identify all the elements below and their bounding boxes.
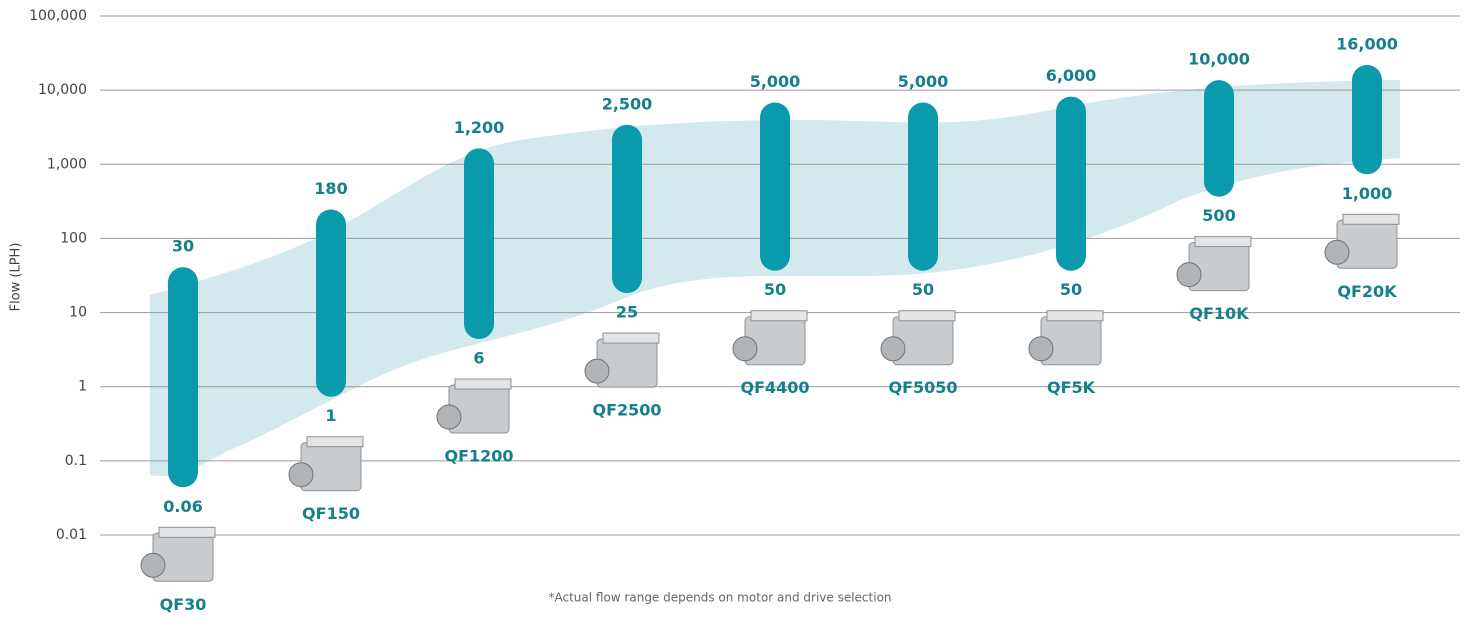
product-image-head [732, 336, 758, 362]
range-bar [908, 102, 938, 271]
low-label: 500 [1202, 206, 1235, 225]
product-image-head [1028, 336, 1054, 362]
product-image-top [454, 378, 512, 390]
product-image-head [1176, 262, 1202, 288]
range-envelope [150, 80, 1400, 476]
product-image-head [1324, 239, 1350, 265]
low-label: 50 [1060, 280, 1082, 299]
y-tick-label: 10,000 [38, 82, 87, 98]
low-label: 6 [473, 349, 484, 368]
category-label: QF30 [160, 595, 207, 614]
low-label: 0.06 [163, 497, 202, 516]
y-tick-label: 10 [69, 305, 87, 321]
product-image-top [306, 436, 364, 448]
y-tick-label: 0.1 [65, 453, 87, 469]
product-image-head [140, 552, 166, 578]
low-label: 50 [912, 280, 934, 299]
high-label: 2,500 [602, 94, 653, 113]
category-label: QF150 [302, 504, 360, 523]
range-bar [464, 148, 494, 340]
range-bar [316, 209, 346, 397]
category-label: QF10K [1189, 304, 1249, 323]
category-label: QF20K [1337, 282, 1397, 301]
low-label: 1 [325, 406, 336, 425]
range-bar [1352, 65, 1382, 175]
y-tick-label: 1 [78, 379, 87, 395]
high-label: 6,000 [1046, 66, 1097, 85]
product-image-top [898, 310, 956, 322]
range-bar [1204, 80, 1234, 197]
category-label: QF1200 [444, 447, 513, 466]
high-label: 1,200 [454, 118, 505, 137]
product-image-top [158, 526, 216, 538]
y-tick-label: 1,000 [47, 156, 87, 172]
product-image-top [1194, 236, 1252, 248]
product-image-head [880, 336, 906, 362]
category-label: QF5050 [888, 378, 957, 397]
y-tick-label: 100 [60, 230, 87, 246]
category-label: QF5K [1047, 378, 1096, 397]
product-image-top [750, 310, 808, 322]
y-axis-title: Flow (LPH) [9, 243, 24, 312]
low-label: 1,000 [1342, 184, 1393, 203]
product-image-head [436, 404, 462, 430]
footnote: *Actual flow range depends on motor and … [548, 591, 891, 605]
range-bar [1056, 96, 1086, 271]
range-bar [612, 124, 642, 294]
product-image-top [1046, 310, 1104, 322]
product-image-top [602, 332, 660, 344]
low-label: 25 [616, 303, 638, 322]
category-label: QF4400 [740, 378, 809, 397]
range-bar [760, 102, 790, 271]
product-image-head [288, 462, 314, 488]
category-label: QF2500 [592, 401, 661, 420]
product-image-top [1342, 213, 1400, 225]
high-label: 30 [172, 237, 194, 256]
y-tick-label: 100,000 [29, 8, 87, 24]
y-tick-label: 0.01 [56, 527, 87, 543]
high-label: 10,000 [1188, 50, 1250, 69]
high-label: 16,000 [1336, 35, 1398, 54]
high-label: 5,000 [750, 72, 801, 91]
product-image-head [584, 358, 610, 384]
high-label: 180 [314, 179, 347, 198]
range-bar [168, 267, 198, 488]
high-label: 5,000 [898, 72, 949, 91]
low-label: 50 [764, 280, 786, 299]
